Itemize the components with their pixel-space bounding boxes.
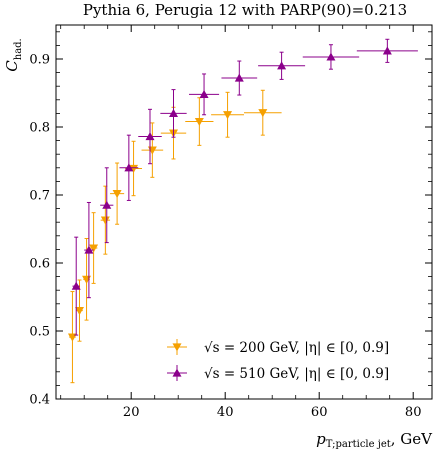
data-marker <box>124 163 134 172</box>
data-marker <box>199 89 209 98</box>
data-point <box>75 279 84 342</box>
legend-entry-510gev: √s = 510 GeV, |η| ∈ [0, 0.9] <box>167 365 389 382</box>
data-marker <box>102 200 112 209</box>
x-axis-label: pT;particle jet, GeV <box>316 430 433 450</box>
x-tick-label: 60 <box>311 405 328 420</box>
legend-marker <box>172 368 182 377</box>
data-point <box>211 91 244 138</box>
data-point <box>258 51 306 80</box>
data-marker <box>89 244 99 253</box>
y-tick-label: 0.9 <box>29 53 50 68</box>
y-axis-label-main: C <box>3 60 21 72</box>
data-points <box>67 38 418 384</box>
data-marker <box>84 245 94 254</box>
data-marker <box>100 216 110 225</box>
y-tick-label: 0.6 <box>29 257 50 272</box>
data-marker <box>129 164 139 173</box>
data-marker <box>326 52 336 61</box>
data-point <box>221 60 258 96</box>
series-1 <box>71 38 418 336</box>
data-point <box>89 212 99 284</box>
x-tick-label: 40 <box>217 405 234 420</box>
data-point <box>356 38 418 63</box>
y-tick-label: 0.7 <box>29 189 50 204</box>
data-marker <box>258 109 268 118</box>
x-axis-label-unit: , GeV <box>391 430 433 448</box>
data-marker <box>194 117 204 127</box>
data-point <box>141 122 164 178</box>
data-point <box>160 89 187 138</box>
data-point <box>110 162 125 225</box>
data-point <box>138 108 162 165</box>
data-point <box>185 97 214 146</box>
data-point <box>244 89 282 136</box>
data-point <box>71 236 81 336</box>
data-marker <box>75 307 84 316</box>
data-point <box>100 185 111 255</box>
y-tick-label: 0.8 <box>29 121 50 136</box>
plot-frame <box>55 24 433 400</box>
legend: √s = 200 GeV, |η| ∈ [0, 0.9] √s = 510 Ge… <box>167 339 389 382</box>
data-marker <box>169 108 178 117</box>
data-point <box>67 291 77 384</box>
data-point <box>84 201 94 299</box>
x-tick-label: 80 <box>405 405 422 420</box>
data-point <box>119 134 139 201</box>
y-axis-label: Chad. <box>3 38 24 71</box>
data-point <box>189 73 220 116</box>
data-point <box>302 44 360 70</box>
legend-entry-200gev: √s = 200 GeV, |η| ∈ [0, 0.9] <box>167 339 389 356</box>
x-axis-label-sub: T;particle jet <box>326 439 391 450</box>
y-axis-label-sub: had. <box>13 38 24 60</box>
y-tick-label: 0.4 <box>29 393 50 408</box>
x-tick-label: 20 <box>123 405 140 420</box>
data-marker <box>234 73 244 82</box>
data-marker <box>71 281 81 290</box>
data-marker <box>112 190 122 199</box>
x-axis-label-main: p <box>316 430 326 448</box>
axis-ticks: 20 40 60 80 0.4 0.5 0.6 0.7 0.8 0.9 <box>29 25 432 420</box>
legend-label-510gev: √s = 510 GeV, |η| ∈ [0, 0.9] <box>204 366 389 382</box>
y-tick-label: 0.5 <box>29 325 50 340</box>
series-0 <box>67 89 282 384</box>
data-marker <box>223 111 233 120</box>
data-marker <box>382 46 392 55</box>
data-marker <box>277 61 287 70</box>
data-point <box>100 167 114 244</box>
data-marker <box>145 132 155 141</box>
chart-title: Pythia 6, Perugia 12 with PARP(90)=0.213 <box>83 1 407 19</box>
legend-marker <box>172 343 182 352</box>
legend-label-200gev: √s = 200 GeV, |η| ∈ [0, 0.9] <box>204 340 389 356</box>
